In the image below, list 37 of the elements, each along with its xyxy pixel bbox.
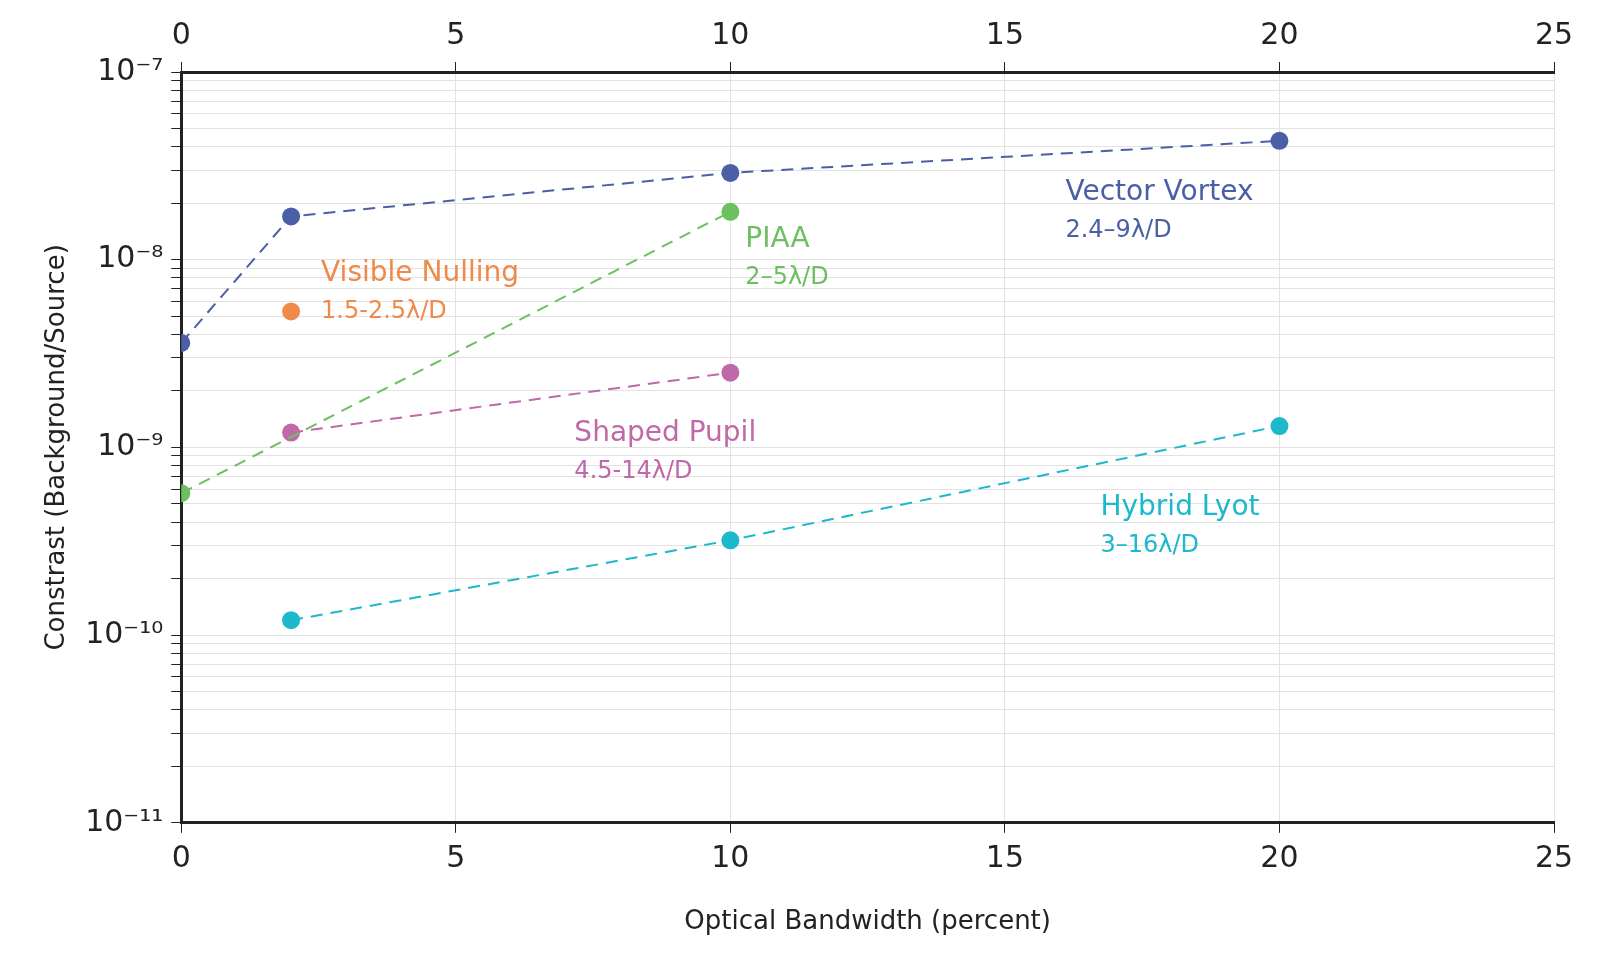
x-tick-label: 0 xyxy=(171,838,191,874)
point xyxy=(282,611,301,630)
point xyxy=(721,163,740,182)
y-tick-label: 10⁻⁸ xyxy=(97,239,164,275)
y-tick-label: 10⁻⁹ xyxy=(97,427,164,463)
point xyxy=(282,302,301,321)
x-tick-label: 5 xyxy=(446,838,466,874)
x2-tick-label: 0 xyxy=(171,15,191,51)
annotation: 3–16λ/D xyxy=(1100,530,1200,559)
x-tick-label: 10 xyxy=(711,838,750,874)
x-tick-label: 25 xyxy=(1534,838,1574,874)
annotation: 2–5λ/D xyxy=(745,262,829,291)
x2-tick-label: 15 xyxy=(985,15,1024,51)
point xyxy=(282,207,301,226)
annotation: 2.4–9λ/D xyxy=(1065,215,1172,244)
y-axis-title: Constrast (Background/Source) xyxy=(40,244,71,651)
y-tick-label: 10⁻¹⁰ xyxy=(85,614,164,650)
series-label: Visible Nulling xyxy=(321,254,519,288)
x2-tick-label: 10 xyxy=(711,15,750,51)
annotation: 1.5-2.5λ/D xyxy=(321,295,447,324)
x-axis-title: Optical Bandwidth (percent) xyxy=(684,905,1051,936)
point xyxy=(1270,417,1289,436)
x2-tick-label: 25 xyxy=(1534,15,1574,51)
point xyxy=(721,363,740,382)
x2-tick-label: 5 xyxy=(446,15,466,51)
x2-tick-label: 20 xyxy=(1260,15,1299,51)
x-tick-label: 15 xyxy=(985,838,1024,874)
y-tick-label: 10⁻¹¹ xyxy=(85,802,164,838)
series-label: Shaped Pupil xyxy=(574,414,757,448)
series-label: Hybrid Lyot xyxy=(1100,489,1260,523)
point xyxy=(1270,131,1289,150)
annotation: 4.5-14λ/D xyxy=(574,455,693,484)
x-tick-label: 20 xyxy=(1260,838,1299,874)
series-label: Vector Vortex xyxy=(1065,174,1254,208)
point xyxy=(721,531,740,550)
series-label: PIAA xyxy=(745,221,810,255)
y-tick-label: 10⁻⁷ xyxy=(97,51,164,87)
